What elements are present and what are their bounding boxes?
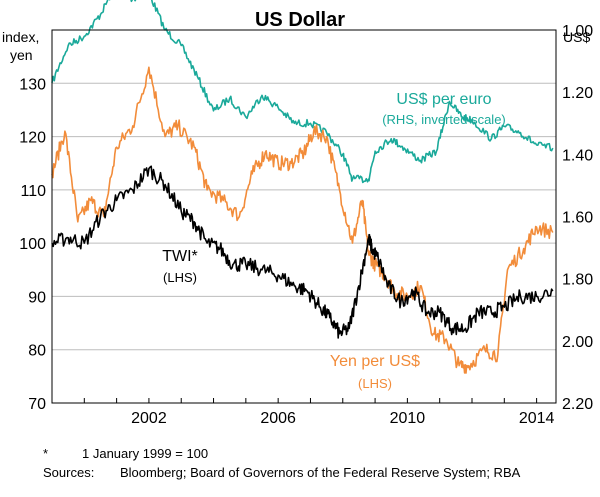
x-tick-label: 2010 — [390, 410, 426, 427]
euro-series-sublabel: (RHS, inverted scale) — [382, 112, 506, 127]
twi-series-label: TWI* — [162, 248, 198, 265]
left-axis-label-line2: yen — [10, 47, 33, 63]
chart: US Dollar index, yen US$ 70 80 90 100 110 120… — [2, 0, 593, 427]
right-tick-label: 1.20 — [562, 85, 593, 102]
series-line-usd-per-euro — [51, 0, 554, 184]
right-tick-label: 2.00 — [562, 334, 593, 351]
left-axis-label-line1: index, — [2, 29, 39, 45]
right-tick-label: 1.40 — [562, 147, 593, 164]
left-tick-label: 70 — [28, 396, 46, 413]
footnote-twi-base: 1 January 1999 = 100 — [82, 446, 209, 461]
left-tick-label: 100 — [19, 236, 46, 253]
left-tick-label: 80 — [28, 343, 46, 360]
sources-label: Sources: — [43, 465, 95, 480]
right-axis-label: US$ — [563, 29, 590, 45]
right-tick-label: 1.00 — [562, 23, 593, 40]
series-line-yen-per-usd — [51, 66, 554, 374]
left-tick-label: 110 — [20, 183, 46, 200]
footnote-star: * — [43, 446, 49, 461]
plot-frame — [51, 29, 557, 404]
euro-series-label: US$ per euro — [396, 91, 491, 108]
left-tick-label: 130 — [19, 76, 46, 93]
left-tick-label: 120 — [19, 130, 46, 147]
yen-series-label: Yen per US$ — [330, 353, 420, 370]
twi-series-sublabel: (LHS) — [163, 270, 197, 285]
x-tick-label: 2002 — [131, 410, 167, 427]
sources-text: Bloomberg; Board of Governors of the Fed… — [120, 465, 521, 480]
x-tick-label: 2014 — [519, 410, 555, 427]
right-tick-label: 2.20 — [562, 396, 593, 413]
chart-title: US Dollar — [255, 9, 345, 31]
left-tick-label: 90 — [28, 289, 46, 306]
right-tick-label: 1.80 — [562, 272, 593, 289]
x-tick-label: 2006 — [260, 410, 296, 427]
series-line-twi — [51, 165, 554, 339]
yen-series-sublabel: (LHS) — [358, 376, 392, 391]
right-tick-label: 1.60 — [562, 210, 593, 227]
